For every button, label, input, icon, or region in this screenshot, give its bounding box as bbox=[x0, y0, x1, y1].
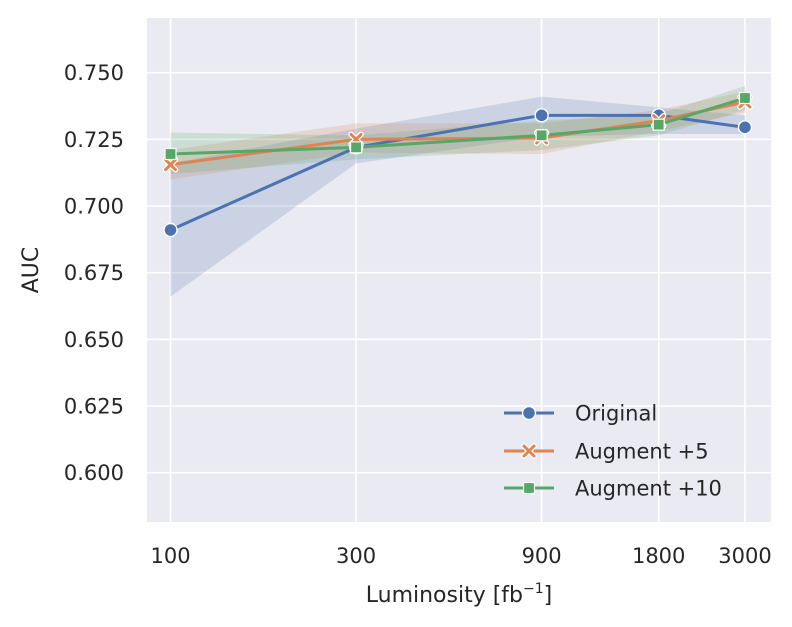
legend-swatch-augment-5 bbox=[504, 443, 554, 459]
point-augment-10 bbox=[349, 141, 363, 154]
legend-item-augment-10: Augment +10 bbox=[504, 477, 722, 501]
point-original bbox=[534, 108, 549, 123]
legend-swatch-augment-10 bbox=[504, 481, 554, 495]
point-augment-10 bbox=[164, 147, 177, 161]
y-tick-label: 0.600 bbox=[64, 461, 124, 485]
point-augment-10 bbox=[652, 118, 665, 131]
point-augment-10 bbox=[535, 129, 548, 142]
point-augment-5 bbox=[162, 156, 179, 173]
plot-area bbox=[147, 18, 771, 522]
legend-marker bbox=[522, 481, 536, 495]
series-markers bbox=[162, 91, 753, 238]
legend: Original Augment +5 Augment +10 bbox=[504, 402, 722, 501]
legend-marker bbox=[521, 443, 537, 459]
legend-marker bbox=[521, 405, 537, 421]
x-tick-label: 300 bbox=[336, 544, 376, 568]
x-axis-label: Luminosity [fb−1] bbox=[366, 581, 553, 608]
band-original bbox=[170, 96, 745, 297]
grid bbox=[147, 18, 771, 522]
y-axis-label: AUC bbox=[19, 247, 44, 294]
y-tick-label: 0.725 bbox=[64, 128, 124, 152]
y-tick-label: 0.675 bbox=[64, 261, 124, 285]
point-augment-10 bbox=[738, 91, 752, 105]
legend-label-augment-10: Augment +10 bbox=[575, 477, 722, 501]
point-original bbox=[163, 222, 178, 238]
y-tick-label: 0.700 bbox=[64, 195, 124, 219]
legend-item-augment-5: Augment +5 bbox=[504, 440, 709, 464]
y-tick-label: 0.750 bbox=[64, 61, 124, 85]
legend-label-original: Original bbox=[575, 402, 657, 426]
x-tick-labels: 100 300 900 1800 3000 bbox=[150, 544, 771, 568]
legend-item-original: Original bbox=[504, 402, 657, 426]
legend-label-augment-5: Augment +5 bbox=[575, 440, 709, 464]
y-tick-labels: 0.600 0.625 0.650 0.675 0.700 0.725 0.750 bbox=[64, 61, 124, 485]
band-augment-5 bbox=[170, 91, 745, 180]
x-tick-label: 900 bbox=[522, 544, 562, 568]
legend-swatch-original bbox=[504, 405, 554, 421]
x-tick-label: 1800 bbox=[632, 544, 685, 568]
x-tick-label: 3000 bbox=[718, 544, 771, 568]
x-tick-label: 100 bbox=[150, 544, 190, 568]
y-tick-label: 0.650 bbox=[64, 328, 124, 352]
y-tick-label: 0.625 bbox=[64, 395, 124, 419]
point-original bbox=[737, 120, 753, 135]
